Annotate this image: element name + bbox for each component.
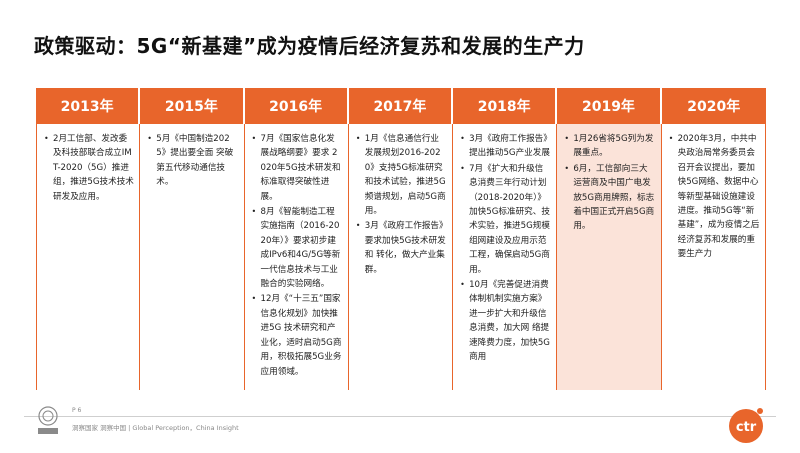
timeline-column: 2020年 • 2020年3月，中共中央政治局常务委员会召开会议提出，要加快5G网络…: [661, 88, 766, 390]
policy-item: • 2月工信部、发改委及科技部联合成立IMT-2020（5G）推进组，推进5G技术…: [44, 132, 134, 204]
policy-item-text: 12月《“十三五”国家信息化规划》加快推进5G 技术研究和产业化，适时启动5G商…: [260, 294, 342, 377]
policy-item-text: 2月工信部、发改委及科技部联合成立IMT-2020（5G）推进组，推进5G技术技…: [53, 134, 134, 202]
bullet-icon: •: [251, 207, 257, 217]
policy-item-text: 7月《扩大和升级信息消费三年行动计划（2018-2020年）》加快5G标准研究、…: [469, 163, 550, 275]
policy-item-text: 3月《政府工作报告》提出推动5G产业发展: [469, 134, 550, 159]
year-header: 2013年: [36, 88, 141, 124]
year-content: • 1月《信息通信行业发展规划2016-2020》支持5G标准研究和技术试验，推进…: [349, 124, 454, 390]
year-header: 2015年: [140, 88, 245, 124]
ctr-logo-text: ctr: [736, 420, 757, 435]
policy-item-text: 2020年3月，中共中央政治局常务委员会召开会议提出，要加快5G网络、数据中心等…: [677, 134, 760, 260]
policy-item: • 8月《智能制造工程实施指南（2016-2020年）》要求初步建成IPv6和4G…: [252, 205, 343, 291]
policy-item: • 5月《中国制造2025》提出要全面 突破第五代移动通信技术。: [147, 132, 238, 190]
policy-item: • 2020年3月，中共中央政治局常务委员会召开会议提出，要加快5G网络、数据中心…: [669, 132, 760, 262]
footer-divider: [24, 416, 776, 417]
bullet-icon: •: [564, 134, 570, 143]
year-header: 2016年: [244, 88, 349, 124]
certification-logo-icon: [38, 406, 58, 434]
policy-item: • 10月《完善促进消费体制机制实施方案》进一步扩大和升级信息消费，加大网 络提速…: [460, 278, 551, 364]
bullet-icon: •: [44, 134, 49, 143]
bullet-icon: •: [564, 163, 570, 173]
timeline-column: 2018年 • 3月《政府工作报告》提出推动5G产业发展 • 7月《扩大和升级信息消费三…: [453, 88, 558, 390]
page-number: P 6: [72, 407, 82, 414]
year-content: • 2月工信部、发改委及科技部联合成立IMT-2020（5G）推进组，推进5G技术…: [36, 124, 141, 390]
year-content: • 7月《国家信息化发展战略纲要》要求 2020年5G技术研发和标准取得突破性进展…: [245, 124, 349, 390]
timeline-column: 2013年 • 2月工信部、发改委及科技部联合成立IMT-2020（5G）推进组，推…: [36, 88, 141, 390]
policy-item-text: 3月《政府工作报告》要求加快5G技术研发和 转化，做大产业集群。: [364, 221, 446, 275]
bullet-icon: •: [355, 221, 361, 231]
bullet-icon: •: [668, 134, 674, 143]
bullet-icon: •: [460, 134, 465, 143]
policy-item: • 1月26省将5G列为发展重点。: [564, 132, 655, 161]
ctr-logo-icon: ctr: [729, 408, 763, 443]
policy-timeline: 2013年 • 2月工信部、发改委及科技部联合成立IMT-2020（5G）推进组，推…: [36, 88, 766, 390]
policy-item-text: 10月《完善促进消费体制机制实施方案》进一步扩大和升级信息消费，加大网 络提速降…: [469, 280, 550, 363]
policy-item: • 7月《国家信息化发展战略纲要》要求 2020年5G技术研发和标准取得突破性进展…: [252, 132, 343, 204]
year-content: • 3月《政府工作报告》提出推动5G产业发展 • 7月《扩大和升级信息消费三年行动计划…: [453, 124, 558, 390]
policy-item-text: 6月，工信部向三大运营商及中国广电发放5G商用牌照，标志着中国正式开启5G商用。: [573, 163, 655, 232]
year-content: • 1月26省将5G列为发展重点。 • 6月，工信部向三大运营商及中国广电发放5G商用…: [557, 124, 662, 390]
year-header: 2019年: [557, 88, 662, 124]
policy-item: • 1月《信息通信行业发展规划2016-2020》支持5G标准研究和技术试验，推进…: [356, 132, 447, 218]
bullet-icon: •: [460, 163, 465, 173]
page-title: 政策驱动：5G“新基建”成为疫情后经济复苏和发展的生产力: [34, 34, 585, 58]
policy-item-text: 7月《国家信息化发展战略纲要》要求 2020年5G技术研发和标准取得突破性进展。: [260, 134, 341, 202]
policy-item: • 3月《政府工作报告》提出推动5G产业发展: [460, 132, 551, 161]
policy-item-text: 1月《信息通信行业发展规划2016-2020》支持5G标准研究和技术试验，推进5…: [364, 134, 446, 217]
policy-item-text: 5月《中国制造2025》提出要全面 突破第五代移动通信技术。: [156, 134, 234, 188]
timeline-column: 2017年 • 1月《信息通信行业发展规划2016-2020》支持5G标准研究和技术…: [348, 88, 454, 390]
bullet-icon: •: [251, 294, 257, 304]
year-header: 2018年: [453, 88, 558, 124]
timeline-column: 2019年 • 1月26省将5G列为发展重点。 • 6月，工信部向三大运营商及中国广电发…: [557, 88, 662, 390]
bullet-icon: •: [251, 134, 257, 143]
footer-slogan: 洞察国家 洞察中国 | Global Perception，China Insi…: [72, 424, 239, 432]
year-header: 2020年: [661, 88, 766, 124]
bullet-icon: •: [147, 134, 152, 143]
bullet-icon: •: [460, 280, 465, 290]
timeline-column: 2015年 • 5月《中国制造2025》提出要全面 突破第五代移动通信技术。: [140, 88, 245, 390]
year-content: • 2020年3月，中共中央政治局常务委员会召开会议提出，要加快5G网络、数据中心…: [662, 124, 766, 390]
policy-item-text: 1月26省将5G列为发展重点。: [573, 134, 654, 159]
policy-item: • 6月，工信部向三大运营商及中国广电发放5G商用牌照，标志着中国正式开启5G商用…: [564, 162, 655, 234]
policy-item: • 3月《政府工作报告》要求加快5G技术研发和 转化，做大产业集群。: [356, 219, 447, 277]
policy-item: • 7月《扩大和升级信息消费三年行动计划（2018-2020年）》加快5G标准研究…: [460, 162, 551, 277]
policy-item: • 12月《“十三五”国家信息化规划》加快推进5G 技术研究和产业化，适时启动5G…: [252, 292, 343, 378]
bullet-icon: •: [355, 134, 361, 143]
year-header: 2017年: [348, 88, 454, 124]
policy-item-text: 8月《智能制造工程实施指南（2016-2020年）》要求初步建成IPv6和4G/…: [260, 207, 341, 290]
timeline-column: 2016年 • 7月《国家信息化发展战略纲要》要求 2020年5G技术研发和标准取得…: [244, 88, 349, 390]
year-content: • 5月《中国制造2025》提出要全面 突破第五代移动通信技术。: [140, 124, 245, 390]
